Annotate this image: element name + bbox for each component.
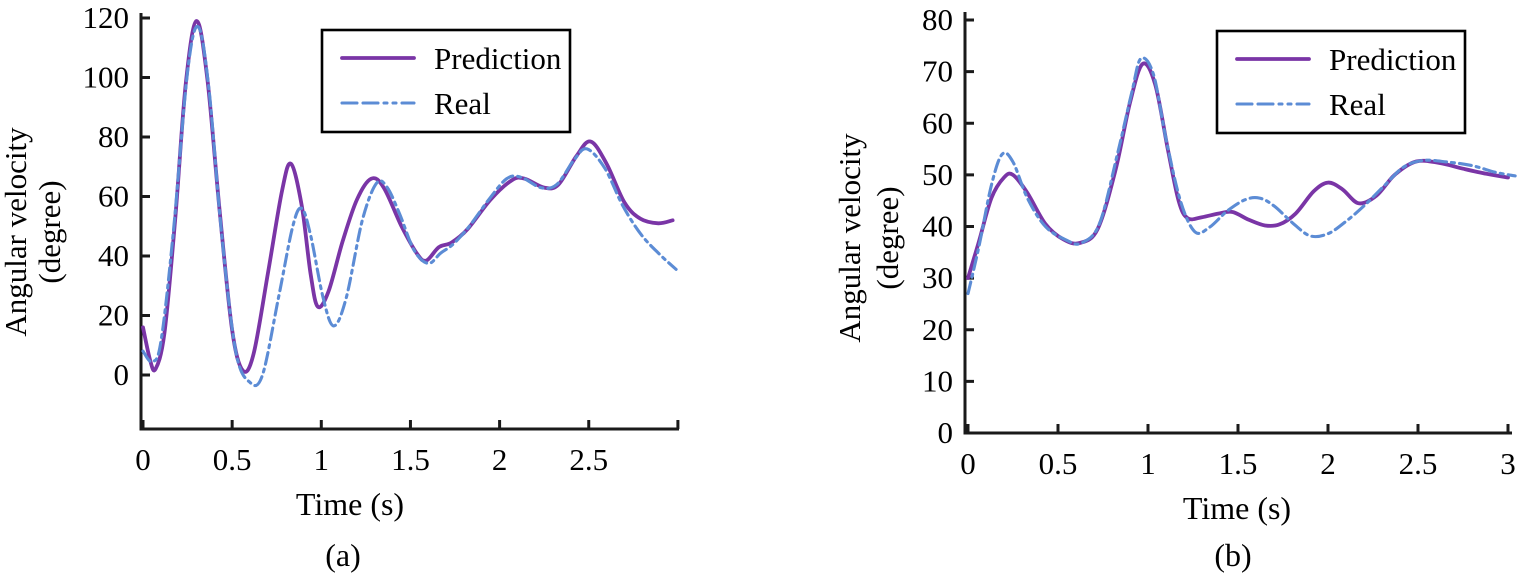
panel-caption: (b) [1214,537,1251,573]
y-axis-label-line: Angular velocity [832,133,867,343]
x-tick-label: 0 [135,442,151,477]
panel-a: 0 0.5 1 1.5 2 2.5 0 20 40 60 80 100 120 Time (s) Angul… [0,0,680,573]
y-axis-label-line: Angular velocity [0,127,33,337]
panel-a-legend: Prediction Real [320,28,572,134]
x-tick-label: 3 [1500,446,1516,481]
x-tick-label: 1.5 [391,442,430,477]
x-tick-label: 1 [1140,446,1156,481]
x-tick-label: 2.5 [569,442,608,477]
legend-label-prediction: Prediction [1329,42,1457,77]
y-tick-label: 80 [98,119,129,154]
y-tick-label: 10 [922,363,953,398]
y-tick-label: 20 [922,312,953,347]
y-tick-label: 40 [98,238,129,273]
y-tick-label: 30 [922,260,953,295]
y-tick-label: 80 [922,2,953,37]
series-real-b [966,56,1517,296]
y-tick-label: 50 [922,157,953,192]
y-tick-label: 0 [938,415,954,450]
x-axis-label: Time (s) [296,486,404,522]
legend-label-real: Real [434,86,491,121]
panel-a-axes [139,13,680,431]
legend-label-prediction: Prediction [434,41,562,76]
panel-a-tick-labels: 0 0.5 1 1.5 2 2.5 0 20 40 60 80 100 120 [83,0,609,477]
x-tick-label: 0.5 [213,442,252,477]
series-real-a [141,25,678,388]
panel-b-legend: Prediction Real [1215,29,1467,135]
x-tick-label: 2 [1320,446,1336,481]
y-tick-label: 40 [922,209,953,244]
y-tick-label: 60 [922,105,953,140]
x-tick-label: 0.5 [1039,446,1078,481]
y-axis-label-line: (degree) [32,180,67,283]
panel-b-titles: Time (s) Angular velocity (degree) (b) [832,133,1291,573]
x-tick-label: 1.5 [1219,446,1258,481]
x-tick-label: 1 [314,442,330,477]
legend-box [320,28,572,134]
y-tick-label: 70 [922,54,953,89]
legend-label-real: Real [1329,87,1386,122]
y-tick-label: 60 [98,179,129,214]
x-tick-label: 2 [492,442,508,477]
y-tick-label: 100 [83,60,130,95]
x-tick-label: 0 [960,446,976,481]
panel-a-titles: Time (s) Angular velocity (degree) (a) [0,127,404,573]
y-axis-label-line: (degree) [870,186,905,289]
y-tick-label: 0 [114,357,130,392]
panel-caption: (a) [325,537,361,573]
x-axis-label: Time (s) [1183,490,1291,526]
x-tick-label: 2.5 [1399,446,1438,481]
y-tick-label: 120 [83,0,130,35]
legend-box [1215,29,1467,135]
y-tick-label: 20 [98,298,129,333]
